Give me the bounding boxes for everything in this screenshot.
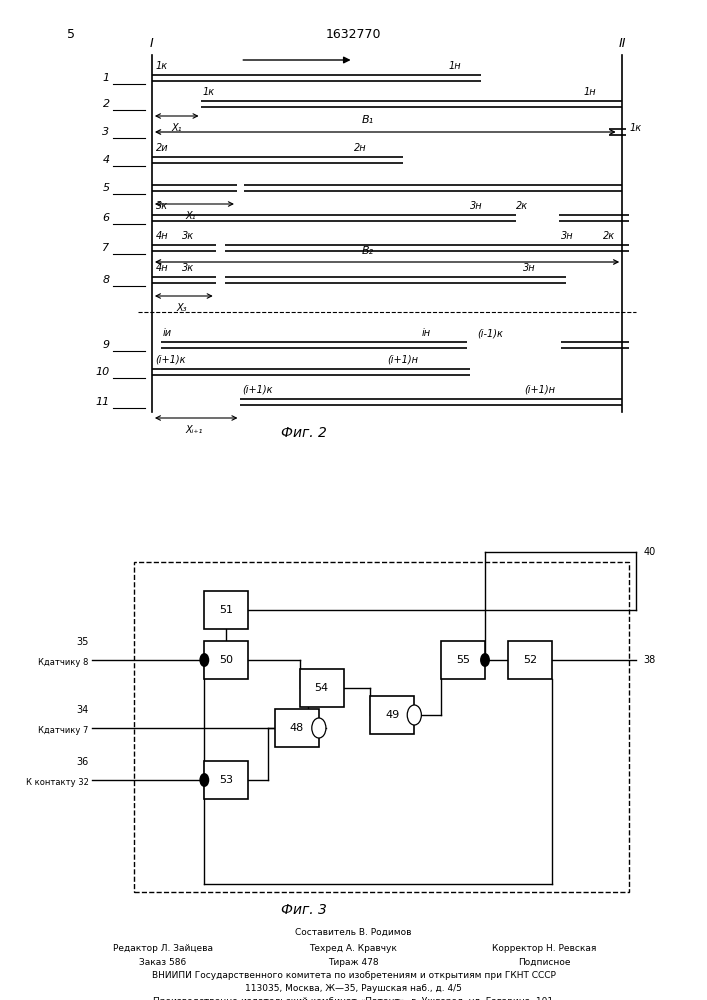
Text: iн: iн bbox=[422, 328, 431, 338]
Text: 2к: 2к bbox=[603, 231, 615, 241]
Bar bbox=[204, 641, 248, 679]
Text: (i+1)к: (i+1)к bbox=[242, 385, 272, 395]
Text: 36: 36 bbox=[76, 757, 88, 767]
Text: B₁: B₁ bbox=[361, 115, 374, 125]
Text: 4н: 4н bbox=[156, 231, 168, 241]
Text: Подписное: Подписное bbox=[518, 958, 571, 967]
Text: 3н: 3н bbox=[523, 263, 536, 273]
Text: 51: 51 bbox=[219, 605, 233, 615]
Text: 34: 34 bbox=[76, 705, 88, 715]
Text: (i-1)к: (i-1)к bbox=[477, 328, 503, 338]
Text: II: II bbox=[619, 37, 626, 50]
Bar bbox=[300, 669, 344, 707]
Text: 8: 8 bbox=[103, 275, 110, 285]
Text: 55: 55 bbox=[456, 655, 470, 665]
Text: Редактор Л. Зайцева: Редактор Л. Зайцева bbox=[112, 944, 213, 953]
Text: (i+1)к: (i+1)к bbox=[156, 355, 186, 365]
Text: 5: 5 bbox=[66, 28, 75, 41]
Text: 1к: 1к bbox=[629, 123, 641, 133]
Bar bbox=[441, 641, 485, 679]
Text: iи: iи bbox=[163, 328, 172, 338]
Text: Тираж 478: Тираж 478 bbox=[328, 958, 379, 967]
Text: I: I bbox=[150, 37, 154, 50]
Text: Производственно-издательский комбинат «Патент», г. Ужгород, ул. Гагарина, 101: Производственно-издательский комбинат «П… bbox=[153, 997, 554, 1000]
Text: 40: 40 bbox=[643, 547, 655, 557]
Text: X₁: X₁ bbox=[172, 123, 182, 133]
Circle shape bbox=[480, 653, 490, 667]
Text: Кдатчику 8: Кдатчику 8 bbox=[38, 658, 88, 667]
Text: К контакту 32: К контакту 32 bbox=[25, 778, 88, 787]
Text: 1к: 1к bbox=[203, 87, 215, 97]
Text: 3н: 3н bbox=[470, 201, 483, 211]
Text: 3к: 3к bbox=[182, 231, 194, 241]
Text: 3: 3 bbox=[103, 127, 110, 137]
Text: 7: 7 bbox=[103, 243, 110, 253]
Bar bbox=[370, 696, 414, 734]
Bar bbox=[275, 709, 319, 747]
Text: 3н: 3н bbox=[561, 231, 573, 241]
Text: 1н: 1н bbox=[449, 61, 462, 71]
Text: 35: 35 bbox=[76, 637, 88, 647]
Text: 6: 6 bbox=[103, 213, 110, 223]
Text: 48: 48 bbox=[290, 723, 304, 733]
Text: Фиг. 3: Фиг. 3 bbox=[281, 903, 327, 917]
Bar bbox=[134, 562, 629, 892]
Text: 4н: 4н bbox=[156, 263, 168, 273]
Text: 1к: 1к bbox=[156, 61, 168, 71]
Text: Кдатчику 7: Кдатчику 7 bbox=[38, 726, 88, 735]
Circle shape bbox=[199, 773, 209, 787]
Text: 113035, Москва, Ж—35, Раушская наб., д. 4/5: 113035, Москва, Ж—35, Раушская наб., д. … bbox=[245, 984, 462, 993]
Text: 38: 38 bbox=[643, 655, 655, 665]
Text: B₂: B₂ bbox=[361, 246, 374, 256]
Text: 1н: 1н bbox=[583, 87, 596, 97]
Text: 49: 49 bbox=[385, 710, 399, 720]
Text: Составитель В. Родимов: Составитель В. Родимов bbox=[296, 928, 411, 937]
Text: Фиг. 2: Фиг. 2 bbox=[281, 426, 327, 440]
Text: 2н: 2н bbox=[354, 143, 366, 153]
Circle shape bbox=[312, 718, 326, 738]
Text: 3к: 3к bbox=[156, 201, 168, 211]
Text: 2и: 2и bbox=[156, 143, 168, 153]
Text: 4: 4 bbox=[103, 155, 110, 165]
Bar bbox=[204, 761, 248, 799]
Text: 5: 5 bbox=[103, 183, 110, 193]
Text: 3к: 3к bbox=[182, 263, 194, 273]
Text: (i+1)н: (i+1)н bbox=[525, 385, 556, 395]
Text: 2: 2 bbox=[103, 99, 110, 109]
Text: 50: 50 bbox=[219, 655, 233, 665]
Bar bbox=[204, 591, 248, 629]
Text: 2к: 2к bbox=[516, 201, 528, 211]
Text: ВНИИПИ Государственного комитета по изобретениям и открытиям при ГКНТ СССР: ВНИИПИ Государственного комитета по изоб… bbox=[151, 971, 556, 980]
Text: 1: 1 bbox=[103, 73, 110, 83]
Text: Корректор Н. Ревская: Корректор Н. Ревская bbox=[492, 944, 597, 953]
Text: 9: 9 bbox=[103, 340, 110, 350]
Circle shape bbox=[407, 705, 421, 725]
Text: Заказ 586: Заказ 586 bbox=[139, 958, 186, 967]
Bar bbox=[508, 641, 552, 679]
Text: 11: 11 bbox=[95, 397, 110, 407]
Text: Техред А. Кравчук: Техред А. Кравчук bbox=[310, 944, 397, 953]
Text: 1632770: 1632770 bbox=[326, 28, 381, 41]
Text: 53: 53 bbox=[219, 775, 233, 785]
Text: X₃: X₃ bbox=[177, 303, 187, 313]
Text: 52: 52 bbox=[523, 655, 537, 665]
Circle shape bbox=[199, 653, 209, 667]
Text: (i+1)н: (i+1)н bbox=[387, 355, 419, 365]
Text: Xᵢ₊₁: Xᵢ₊₁ bbox=[186, 425, 203, 435]
Text: X₁: X₁ bbox=[186, 211, 196, 221]
Text: 54: 54 bbox=[315, 683, 329, 693]
Text: 10: 10 bbox=[95, 367, 110, 377]
